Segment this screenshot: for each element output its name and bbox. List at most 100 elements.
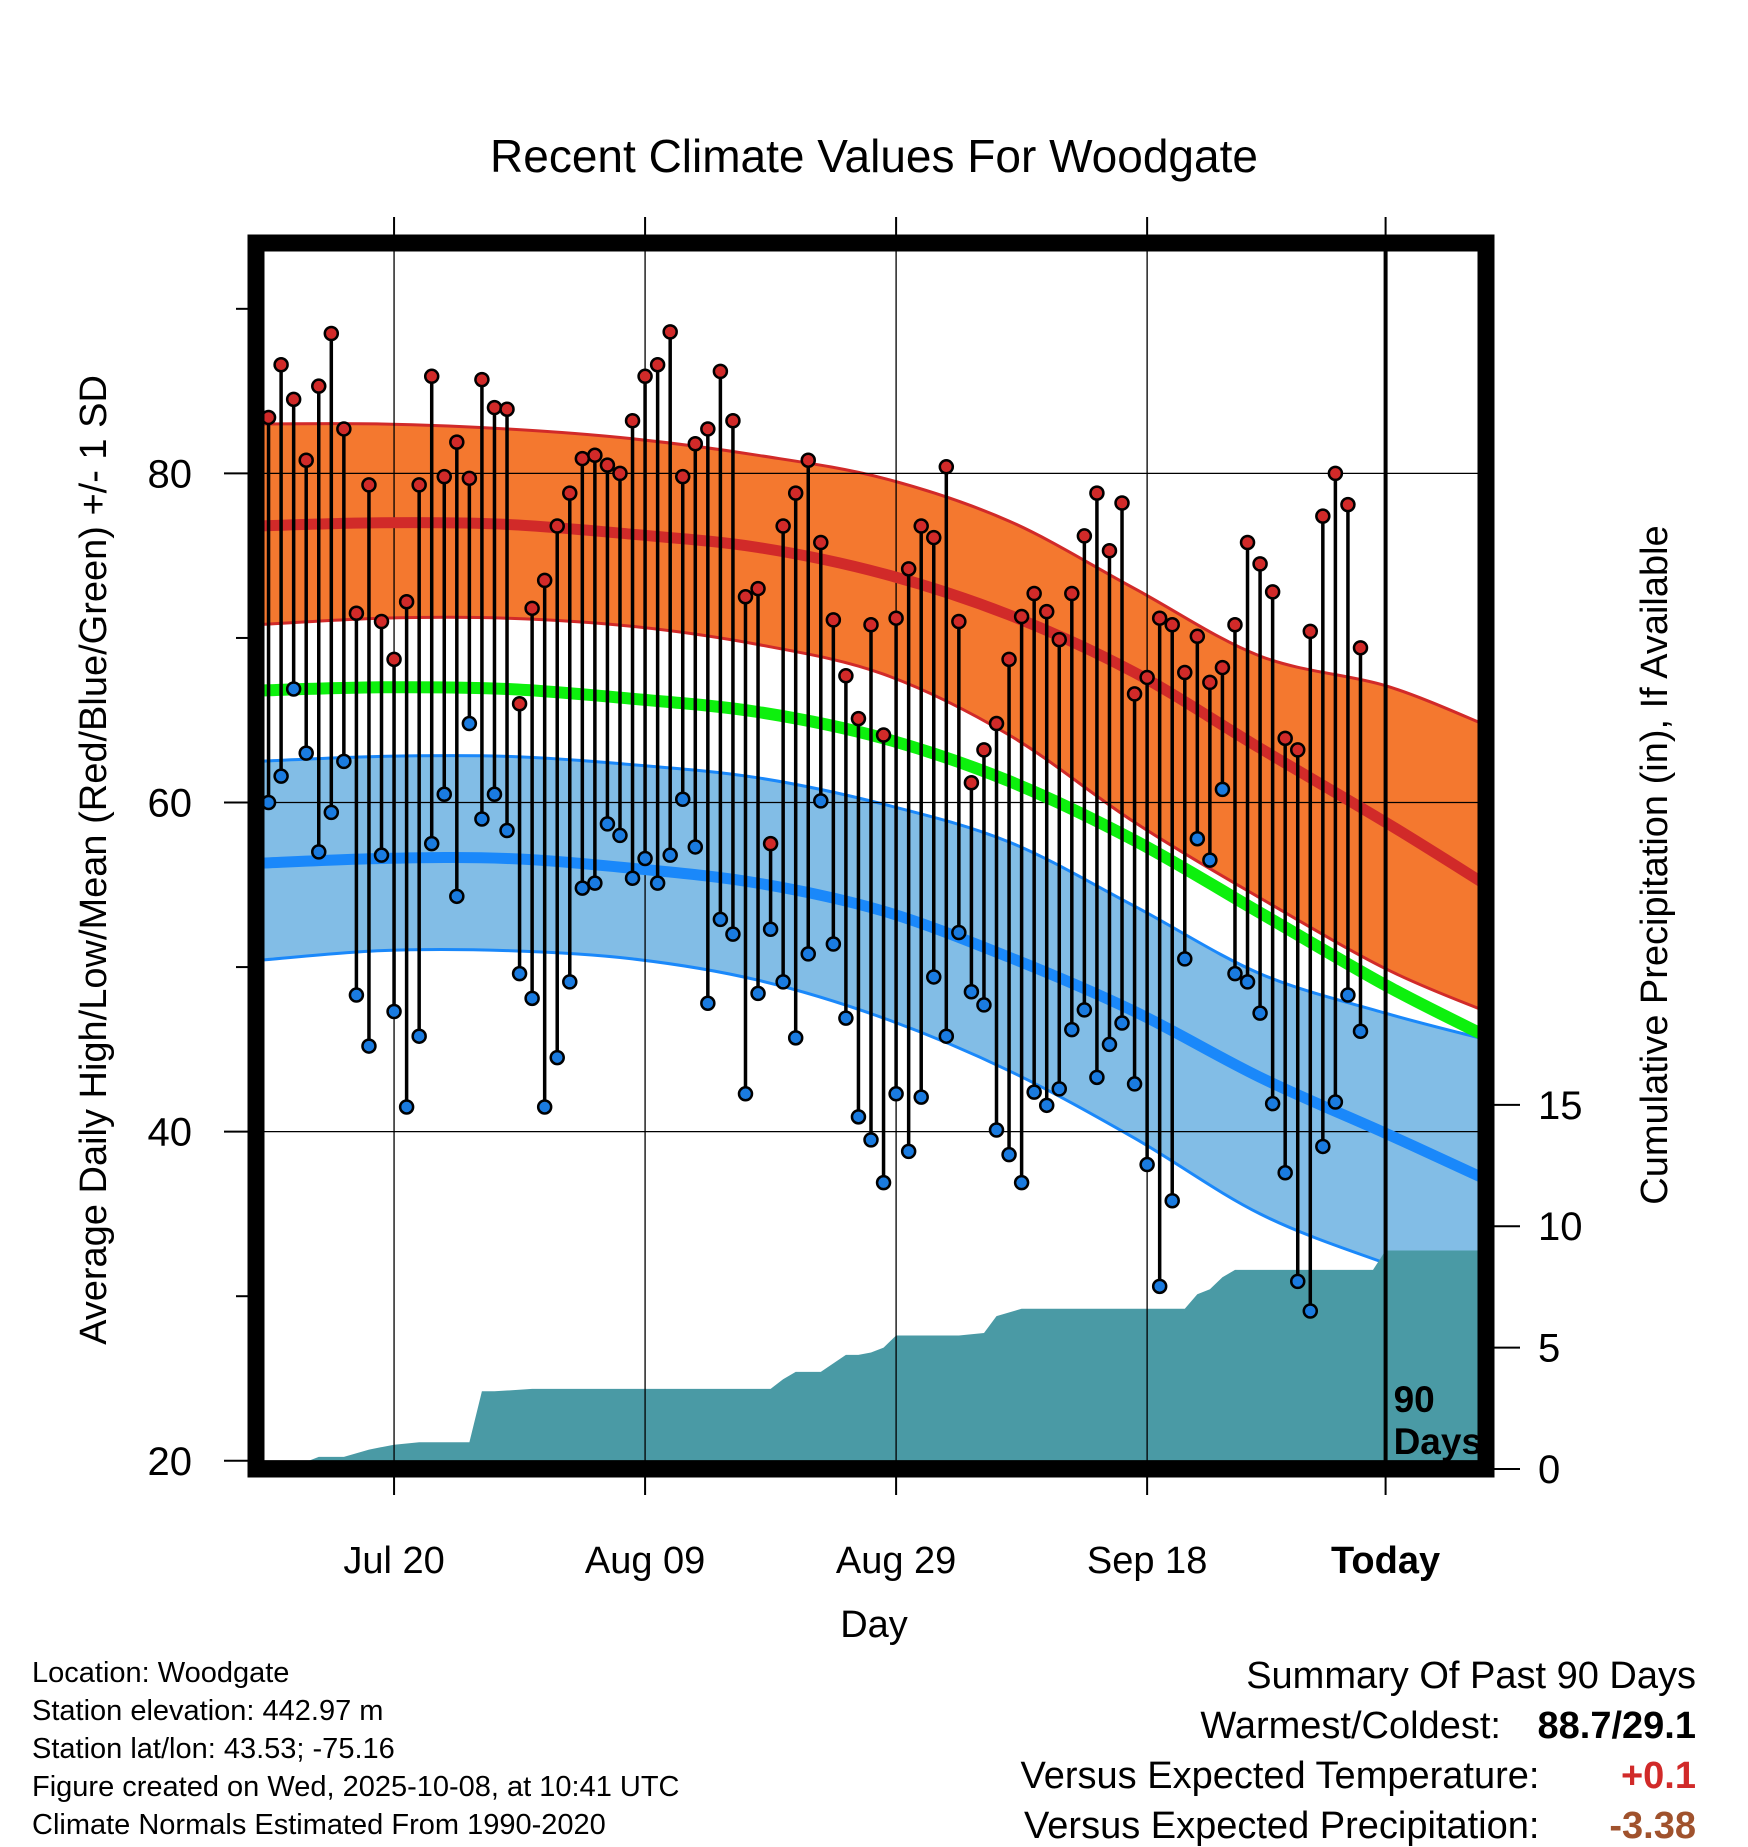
daily-low-point: [1164, 1193, 1180, 1209]
daily-low-point: [549, 1049, 565, 1066]
daily-low-point: [511, 965, 528, 982]
daily-low-point: [524, 990, 540, 1007]
daily-low-point: [888, 1086, 904, 1102]
daily-high-point: [474, 371, 490, 388]
daily-low-point: [461, 715, 478, 732]
daily-high-point: [524, 600, 540, 617]
high-sd-band-upper-edge: [256, 422, 1486, 727]
daily-low-point: [285, 681, 302, 697]
x-tick-label: Aug 29: [836, 1540, 956, 1582]
daily-low-point: [800, 946, 816, 962]
daily-high-point: [1151, 610, 1168, 626]
daily-high-point: [1013, 608, 1030, 625]
y-tick-label: 60: [148, 782, 193, 826]
daily-high-point: [875, 727, 892, 743]
daily-low-point: [1026, 1084, 1042, 1100]
daily-low-point: [411, 1028, 427, 1044]
daily-high-point: [1089, 485, 1105, 501]
daily-high-point: [1302, 623, 1319, 640]
daily-low-point: [674, 791, 691, 807]
daily-low-point: [988, 1122, 1005, 1138]
daily-high-point: [637, 368, 653, 385]
daily-high-point: [1189, 628, 1206, 645]
daily-high-point: [562, 485, 578, 501]
daily-low-point: [1151, 1278, 1168, 1295]
daily-low-point: [637, 850, 653, 867]
daily-high-point: [1289, 742, 1306, 758]
daily-high-point: [449, 434, 465, 450]
daily-low-point: [1327, 1094, 1344, 1110]
daily-low-point: [813, 793, 829, 809]
daily-high-point: [938, 459, 955, 475]
daily-low-point: [574, 880, 591, 896]
daily-high-point: [913, 518, 929, 534]
daily-high-point: [549, 518, 565, 534]
daily-low-point: [1264, 1095, 1281, 1112]
daily-low-point: [938, 1028, 955, 1044]
daily-high-point: [900, 561, 917, 577]
y2-axis-title: Cumulative Precipitation (in), If Availa…: [1634, 525, 1676, 1204]
daily-low-point: [687, 839, 704, 855]
daily-low-point: [649, 875, 666, 891]
today-marker-label-line: 90: [1394, 1379, 1435, 1420]
daily-low-point: [599, 816, 616, 832]
daily-high-point: [624, 412, 641, 429]
daily-high-point: [1076, 528, 1093, 544]
daily-high-point: [311, 378, 327, 394]
x-tick-label: Today: [1331, 1540, 1440, 1582]
daily-high-point: [587, 447, 603, 464]
summary-heading: Summary Of Past 90 Days: [1246, 1655, 1696, 1697]
daily-high-point: [1114, 495, 1130, 511]
high-sd-band-lower-edge: [256, 615, 1486, 1013]
summary-temp-label: Versus Expected Temperature:: [1020, 1755, 1540, 1797]
daily-low-point: [499, 822, 515, 839]
y-tick-label: 40: [148, 1111, 193, 1155]
daily-high-point: [1352, 640, 1369, 656]
daily-high-point: [436, 468, 453, 485]
daily-high-point: [386, 651, 402, 668]
daily-high-point: [1126, 686, 1143, 702]
daily-low-point: [474, 811, 490, 827]
daily-low-point: [863, 1132, 879, 1148]
daily-high-point: [612, 465, 628, 482]
chart-title: Recent Climate Values For Woodgate: [490, 130, 1258, 182]
daily-high-point: [787, 485, 804, 501]
daily-high-point: [1214, 659, 1231, 676]
y-tick-label: 20: [148, 1440, 193, 1484]
summary-warm-cold: Warmest/Coldest: 88.7/29.1: [1200, 1706, 1696, 1746]
daily-low-point: [273, 768, 289, 784]
daily-low-point: [1340, 987, 1356, 1003]
daily-high-point: [298, 452, 314, 468]
daily-low-point: [361, 1038, 377, 1054]
daily-low-point: [587, 875, 603, 891]
daily-low-point: [1013, 1174, 1030, 1191]
daily-low-point: [1101, 1036, 1118, 1053]
info-created: Figure created on Wed, 2025-10-08, at 10…: [32, 1771, 680, 1803]
daily-low-point: [1089, 1069, 1105, 1086]
daily-high-point: [599, 457, 616, 473]
daily-high-point: [926, 529, 942, 546]
daily-low-point: [1139, 1156, 1155, 1173]
daily-high-point: [1001, 651, 1017, 668]
daily-high-point: [825, 612, 842, 628]
daily-high-point: [687, 436, 704, 452]
daily-high-point: [725, 412, 741, 429]
daily-high-point: [336, 421, 352, 437]
daily-high-point: [988, 715, 1005, 732]
summary-precip-value: -3.38: [1609, 1805, 1696, 1847]
daily-high-point: [662, 324, 678, 340]
daily-low-point: [700, 995, 716, 1012]
info-elevation: Station elevation: 442.97 m: [32, 1695, 384, 1727]
daily-low-point: [436, 786, 453, 803]
cumulative-precip-area: [256, 1250, 1486, 1469]
daily-high-point: [499, 401, 515, 417]
daily-high-point: [963, 775, 980, 791]
daily-high-point: [1315, 508, 1331, 524]
daily-low-point: [838, 1010, 854, 1026]
daily-low-point: [1352, 1023, 1369, 1040]
info-normals: Climate Normals Estimated From 1990-2020: [32, 1809, 606, 1841]
x-tick-label: Aug 09: [585, 1540, 705, 1582]
daily-high-point: [486, 399, 503, 416]
summary-warm-cold-label: Warmest/Coldest:: [1200, 1705, 1501, 1747]
